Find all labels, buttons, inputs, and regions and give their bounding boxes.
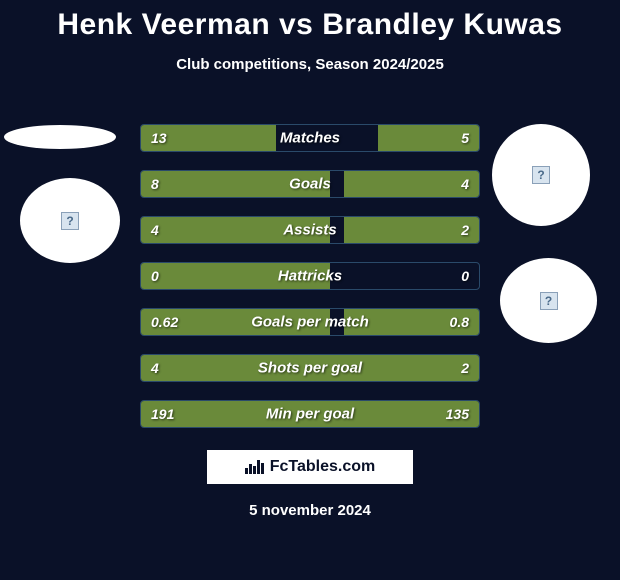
stat-label: Assists — [283, 222, 336, 239]
stat-value-left: 4 — [151, 360, 159, 376]
stat-label: Goals — [289, 176, 331, 193]
stat-label: Shots per goal — [258, 360, 362, 377]
stat-value-right: 5 — [461, 130, 469, 146]
bar-right — [344, 171, 479, 197]
page-subtitle: Club competitions, Season 2024/2025 — [0, 56, 620, 73]
stat-value-right: 2 — [461, 222, 469, 238]
stat-value-right: 135 — [446, 406, 469, 422]
placeholder-icon: ? — [532, 166, 550, 184]
player-right-avatar-1: ? — [492, 124, 590, 226]
placeholder-icon: ? — [61, 212, 79, 230]
stat-value-right: 0 — [461, 268, 469, 284]
stat-value-left: 8 — [151, 176, 159, 192]
stat-value-left: 191 — [151, 406, 174, 422]
fctables-logo: FcTables.com — [205, 448, 415, 486]
stat-row: 13 5 Matches — [140, 124, 480, 152]
stat-label: Hattricks — [278, 268, 342, 285]
stat-value-left: 0.62 — [151, 314, 178, 330]
stat-value-right: 4 — [461, 176, 469, 192]
stat-row: 4 2 Shots per goal — [140, 354, 480, 382]
stat-value-right: 2 — [461, 360, 469, 376]
page-title: Henk Veerman vs Brandley Kuwas — [0, 0, 620, 42]
date-text: 5 november 2024 — [249, 502, 371, 519]
stat-value-left: 0 — [151, 268, 159, 284]
bar-right — [344, 217, 479, 243]
logo-bars-icon — [245, 460, 264, 474]
stat-value-left: 4 — [151, 222, 159, 238]
logo-label: FcTables.com — [270, 458, 376, 476]
stat-label: Goals per match — [251, 314, 369, 331]
stat-label: Min per goal — [266, 406, 354, 423]
stat-value-left: 13 — [151, 130, 167, 146]
stat-value-right: 0.8 — [450, 314, 469, 330]
stat-row: 4 2 Assists — [140, 216, 480, 244]
stat-row: 191 135 Min per goal — [140, 400, 480, 428]
stat-label: Matches — [280, 130, 340, 147]
placeholder-icon: ? — [540, 292, 558, 310]
stat-row: 0.62 0.8 Goals per match — [140, 308, 480, 336]
stats-container: 135Matches84Goals42Assists00Hattricks0.6… — [140, 124, 480, 446]
stat-row: 0 0 Hattricks — [140, 262, 480, 290]
player-left-shadow — [4, 125, 116, 149]
player-left-avatar: ? — [20, 178, 120, 263]
logo-text: FcTables.com — [245, 458, 376, 476]
stat-row: 8 4 Goals — [140, 170, 480, 198]
player-right-avatar-2: ? — [500, 258, 597, 343]
